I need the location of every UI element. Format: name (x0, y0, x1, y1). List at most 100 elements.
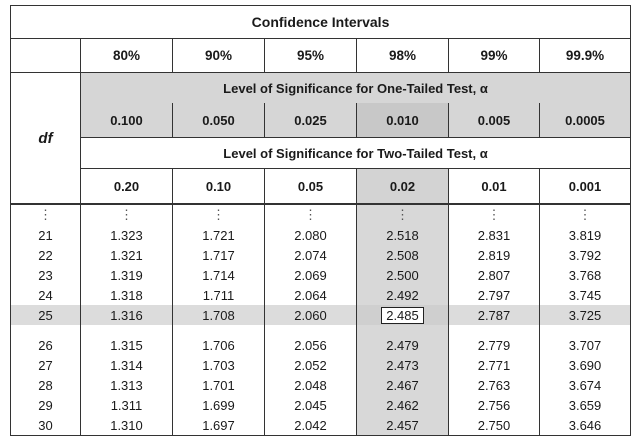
confidence-level-header: 99% (448, 38, 540, 73)
two-tailed-alpha: 0.20 (80, 168, 173, 204)
gap-cell (10, 325, 81, 335)
critical-value: 1.701 (172, 375, 265, 395)
gap-cell (80, 325, 173, 335)
confidence-level-header: 95% (264, 38, 357, 73)
critical-value: 2.056 (264, 335, 357, 355)
critical-value: 1.314 (80, 355, 173, 375)
df-value: 30 (10, 415, 81, 436)
t-table-container: Confidence Intervals 80% 90% 95% 98% 99%… (9, 5, 632, 436)
critical-value: 2.052 (264, 355, 357, 375)
critical-value: 1.316 (80, 305, 173, 325)
table-row: 24 1.318 1.711 2.064 2.492 2.797 3.745 (10, 285, 632, 305)
critical-value: 1.318 (80, 285, 173, 305)
critical-value: 3.690 (539, 355, 632, 375)
df-value: 27 (10, 355, 81, 375)
ellipsis-cell: ⋮ (10, 203, 81, 225)
critical-value: 2.074 (264, 245, 357, 265)
table-row: 23 1.319 1.714 2.069 2.500 2.807 3.768 (10, 265, 632, 285)
critical-value: 1.311 (80, 395, 173, 415)
t-distribution-table: Confidence Intervals 80% 90% 95% 98% 99%… (9, 5, 632, 436)
critical-value: 2.807 (448, 265, 540, 285)
confidence-level-header-highlighted: 98% (356, 38, 449, 73)
critical-value: 1.703 (172, 355, 265, 375)
confidence-level-header: 99.9% (538, 38, 632, 73)
critical-value: 2.508 (356, 245, 449, 265)
df-header: df (10, 72, 81, 204)
table-row: 28 1.313 1.701 2.048 2.467 2.763 3.674 (10, 375, 632, 395)
critical-value: 2.492 (356, 285, 449, 305)
critical-value: 2.048 (264, 375, 357, 395)
critical-value: 2.045 (264, 395, 357, 415)
one-tailed-alpha: 0.025 (264, 103, 357, 138)
one-tailed-alpha: 0.005 (448, 103, 540, 138)
two-tailed-values-row: 0.20 0.10 0.05 0.02 0.01 0.001 (11, 168, 632, 204)
critical-value: 1.315 (80, 335, 173, 355)
critical-value: 2.064 (264, 285, 357, 305)
ellipsis-cell: ⋮ (356, 203, 449, 225)
critical-value: 2.831 (448, 225, 540, 245)
gap-cell (448, 325, 540, 335)
table-row-highlighted: 25 1.316 1.708 2.060 2.485 2.787 3.725 (10, 305, 632, 325)
group-gap (10, 325, 632, 335)
critical-value: 3.646 (539, 415, 632, 436)
critical-value: 1.706 (172, 335, 265, 355)
two-tailed-alpha: 0.05 (264, 168, 357, 204)
two-tailed-header: Level of Significance for Two-Tailed Tes… (80, 137, 632, 169)
critical-value: 1.717 (172, 245, 265, 265)
df-value: 24 (10, 285, 81, 305)
critical-value: 3.792 (539, 245, 632, 265)
two-tailed-alpha: 0.01 (448, 168, 540, 204)
critical-value: 2.462 (356, 395, 449, 415)
critical-value: 1.319 (80, 265, 173, 285)
confidence-level-header: 90% (172, 38, 265, 73)
gap-cell (539, 325, 632, 335)
critical-value: 2.771 (448, 355, 540, 375)
critical-value: 1.699 (172, 395, 265, 415)
critical-value: 3.659 (539, 395, 632, 415)
critical-value: 2.473 (356, 355, 449, 375)
critical-value: 2.500 (356, 265, 449, 285)
one-tailed-alpha: 0.050 (172, 103, 265, 138)
gap-cell (356, 325, 449, 335)
table-row: 26 1.315 1.706 2.056 2.479 2.779 3.707 (10, 335, 632, 355)
critical-value: 2.787 (448, 305, 540, 325)
critical-value: 2.756 (448, 395, 540, 415)
df-value: 22 (10, 245, 81, 265)
critical-value: 2.069 (264, 265, 357, 285)
critical-value: 2.779 (448, 335, 540, 355)
critical-value: 1.313 (80, 375, 173, 395)
critical-value: 3.674 (539, 375, 632, 395)
critical-value: 3.707 (539, 335, 632, 355)
table-title: Confidence Intervals (9, 5, 632, 39)
df-value: 26 (10, 335, 81, 355)
blank-corner (10, 38, 81, 73)
gap-cell (172, 325, 265, 335)
critical-value-boxed: 2.485 (381, 306, 424, 324)
one-tailed-alpha: 0.100 (80, 103, 173, 138)
critical-value: 3.768 (539, 265, 632, 285)
one-tailed-values-row: 0.100 0.050 0.025 0.010 0.005 0.0005 (11, 103, 632, 138)
ellipsis-cell: ⋮ (80, 203, 173, 225)
ellipsis-row: ⋮ ⋮ ⋮ ⋮ ⋮ ⋮ ⋮ (10, 203, 632, 225)
critical-value: 2.060 (264, 305, 357, 325)
highlighted-confidence-label: 98% (388, 48, 417, 63)
df-value: 21 (10, 225, 81, 245)
two-tailed-alpha: 0.001 (539, 168, 632, 204)
table-row: 21 1.323 1.721 2.080 2.518 2.831 3.819 (10, 225, 632, 245)
critical-value: 1.711 (172, 285, 265, 305)
critical-value: 3.745 (539, 285, 632, 305)
table-row: 29 1.311 1.699 2.045 2.462 2.756 3.659 (10, 395, 632, 415)
ellipsis-cell: ⋮ (172, 203, 265, 225)
one-tailed-alpha-highlighted: 0.010 (356, 103, 449, 138)
critical-value: 2.467 (356, 375, 449, 395)
critical-value: 2.457 (356, 415, 449, 436)
two-tailed-alpha-highlighted: 0.02 (356, 168, 449, 204)
critical-value: 2.819 (448, 245, 540, 265)
critical-value: 2.750 (448, 415, 540, 436)
df-value: 23 (10, 265, 81, 285)
one-tailed-alpha: 0.0005 (539, 103, 632, 138)
critical-value: 2.080 (264, 225, 357, 245)
critical-value: 2.518 (356, 225, 449, 245)
critical-value: 1.323 (80, 225, 173, 245)
one-tailed-header: Level of Significance for One-Tailed Tes… (80, 72, 632, 103)
